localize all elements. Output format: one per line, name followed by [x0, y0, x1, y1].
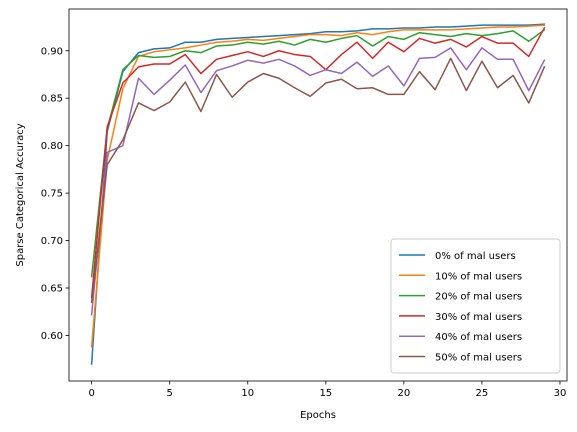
legend-label: 30% of mal users: [435, 312, 522, 323]
y-tick-label: 0.80: [41, 141, 63, 152]
legend-label: 20% of mal users: [435, 292, 522, 303]
x-tick-label: 0: [88, 388, 94, 399]
legend-label: 40% of mal users: [435, 332, 522, 343]
x-tick-label: 5: [167, 388, 173, 399]
x-tick-label: 10: [241, 388, 254, 399]
series-line-5: [90, 57, 546, 304]
x-tick-label: 15: [319, 388, 332, 399]
y-axis-title: Sparse Categorical Accuracy: [15, 123, 26, 266]
series-line-0: [90, 23, 546, 365]
y-tick-label: 0.65: [41, 284, 63, 295]
x-axis: 0 5 10 15 20 25 30: [88, 381, 566, 399]
legend: 0% of mal users 10% of mal users 20% of ma…: [390, 238, 561, 374]
y-tick-label: 0.75: [41, 189, 63, 200]
x-tick-label: 20: [397, 388, 410, 399]
series-line-1: [90, 24, 546, 348]
y-tick-label: 0.60: [41, 331, 63, 342]
x-tick-label: 25: [476, 388, 489, 399]
series-line-3: [90, 26, 546, 299]
series-line-2: [90, 28, 546, 278]
y-tick-label: 0.90: [41, 46, 63, 57]
y-axis: 0.60 0.65 0.70 0.75 0.80 0.85 0.90: [41, 46, 69, 342]
y-tick-label: 0.85: [41, 94, 63, 105]
x-axis-title: Epochs: [300, 410, 336, 421]
axes-frame: [68, 8, 568, 382]
series-line-4: [90, 47, 546, 316]
y-tick-label: 0.70: [41, 236, 63, 247]
legend-label: 50% of mal users: [435, 353, 522, 364]
legend-label: 10% of mal users: [435, 271, 522, 282]
plot-area: [90, 23, 546, 365]
legend-box: [390, 238, 561, 374]
legend-label: 0% of mal users: [435, 251, 516, 262]
x-tick-label: 30: [554, 388, 567, 399]
